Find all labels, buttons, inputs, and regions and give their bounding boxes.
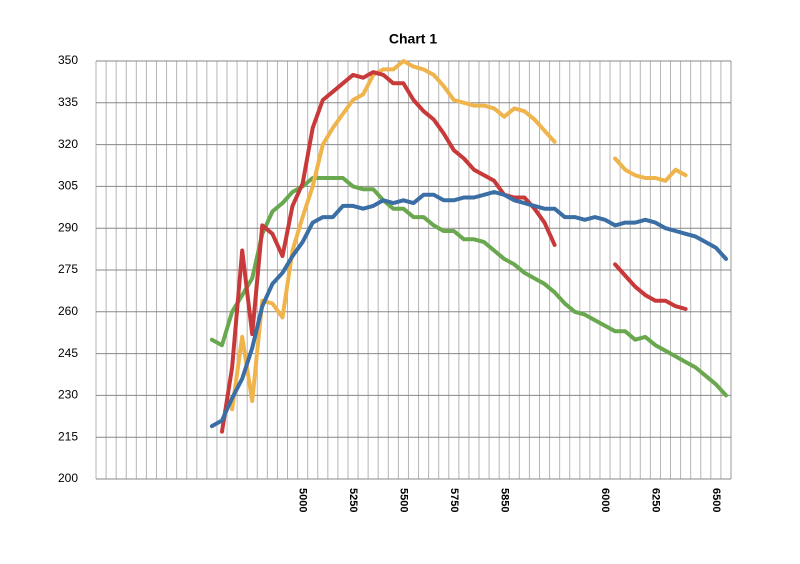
y-tick-label: 305 xyxy=(58,179,78,193)
chart-title: Chart 1 xyxy=(389,31,437,47)
y-tick-label: 230 xyxy=(58,388,78,402)
series-line xyxy=(230,59,688,412)
x-tick-label: 5000 xyxy=(297,488,309,512)
x-tick-label: 5250 xyxy=(347,488,359,512)
x-tick-label: 6250 xyxy=(649,488,661,512)
y-tick-label: 260 xyxy=(58,304,78,318)
x-tick-label: 6000 xyxy=(599,488,611,512)
x-tick-label: 5750 xyxy=(448,488,460,512)
series-line xyxy=(209,176,728,398)
x-tick-label: 5500 xyxy=(398,488,410,512)
y-tick-label: 335 xyxy=(58,95,78,109)
series-line xyxy=(209,190,728,429)
y-tick-label: 350 xyxy=(58,53,78,67)
y-tick-label: 320 xyxy=(58,137,78,151)
x-tick-label: 5850 xyxy=(498,488,510,512)
y-tick-label: 200 xyxy=(58,471,78,485)
series-line xyxy=(220,70,688,434)
y-tick-label: 245 xyxy=(58,346,78,360)
y-tick-label: 275 xyxy=(58,262,78,276)
y-tick-label: 290 xyxy=(58,220,78,234)
x-tick-label: 6500 xyxy=(710,488,722,512)
y-tick-label: 215 xyxy=(58,429,78,443)
